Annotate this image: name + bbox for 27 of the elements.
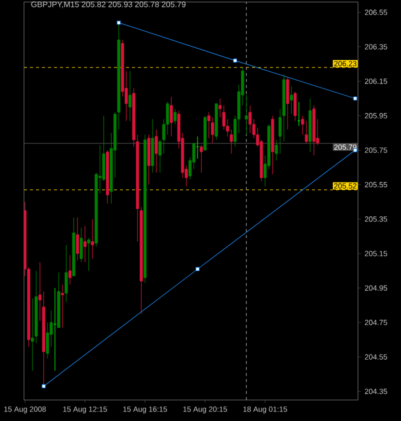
candlestick xyxy=(200,144,203,173)
point xyxy=(233,58,237,62)
candlestick xyxy=(80,227,83,262)
candlestick xyxy=(211,117,214,144)
candlestick xyxy=(87,238,90,272)
candlestick xyxy=(30,298,34,372)
candlestick xyxy=(83,226,86,262)
candlestick xyxy=(174,108,177,125)
candlestick xyxy=(60,284,64,328)
point xyxy=(196,267,200,271)
candlestick xyxy=(170,96,173,137)
candlestick xyxy=(68,254,72,285)
candlestick xyxy=(90,218,94,260)
candlestick xyxy=(244,94,248,135)
candlestick xyxy=(158,140,162,173)
candlestick xyxy=(64,244,68,302)
chart-title: GBPJPY,M15 205.82 205.93 205.78 205.79 xyxy=(31,2,186,8)
candlestick xyxy=(46,322,49,359)
candlestick xyxy=(154,129,158,173)
candlestick xyxy=(290,86,293,114)
candlestick xyxy=(128,70,132,122)
candlestick xyxy=(248,105,252,134)
candlestick xyxy=(76,217,79,261)
candlestick xyxy=(294,91,297,122)
point xyxy=(353,96,358,100)
candlestick xyxy=(274,140,278,161)
candlestick xyxy=(304,120,308,144)
